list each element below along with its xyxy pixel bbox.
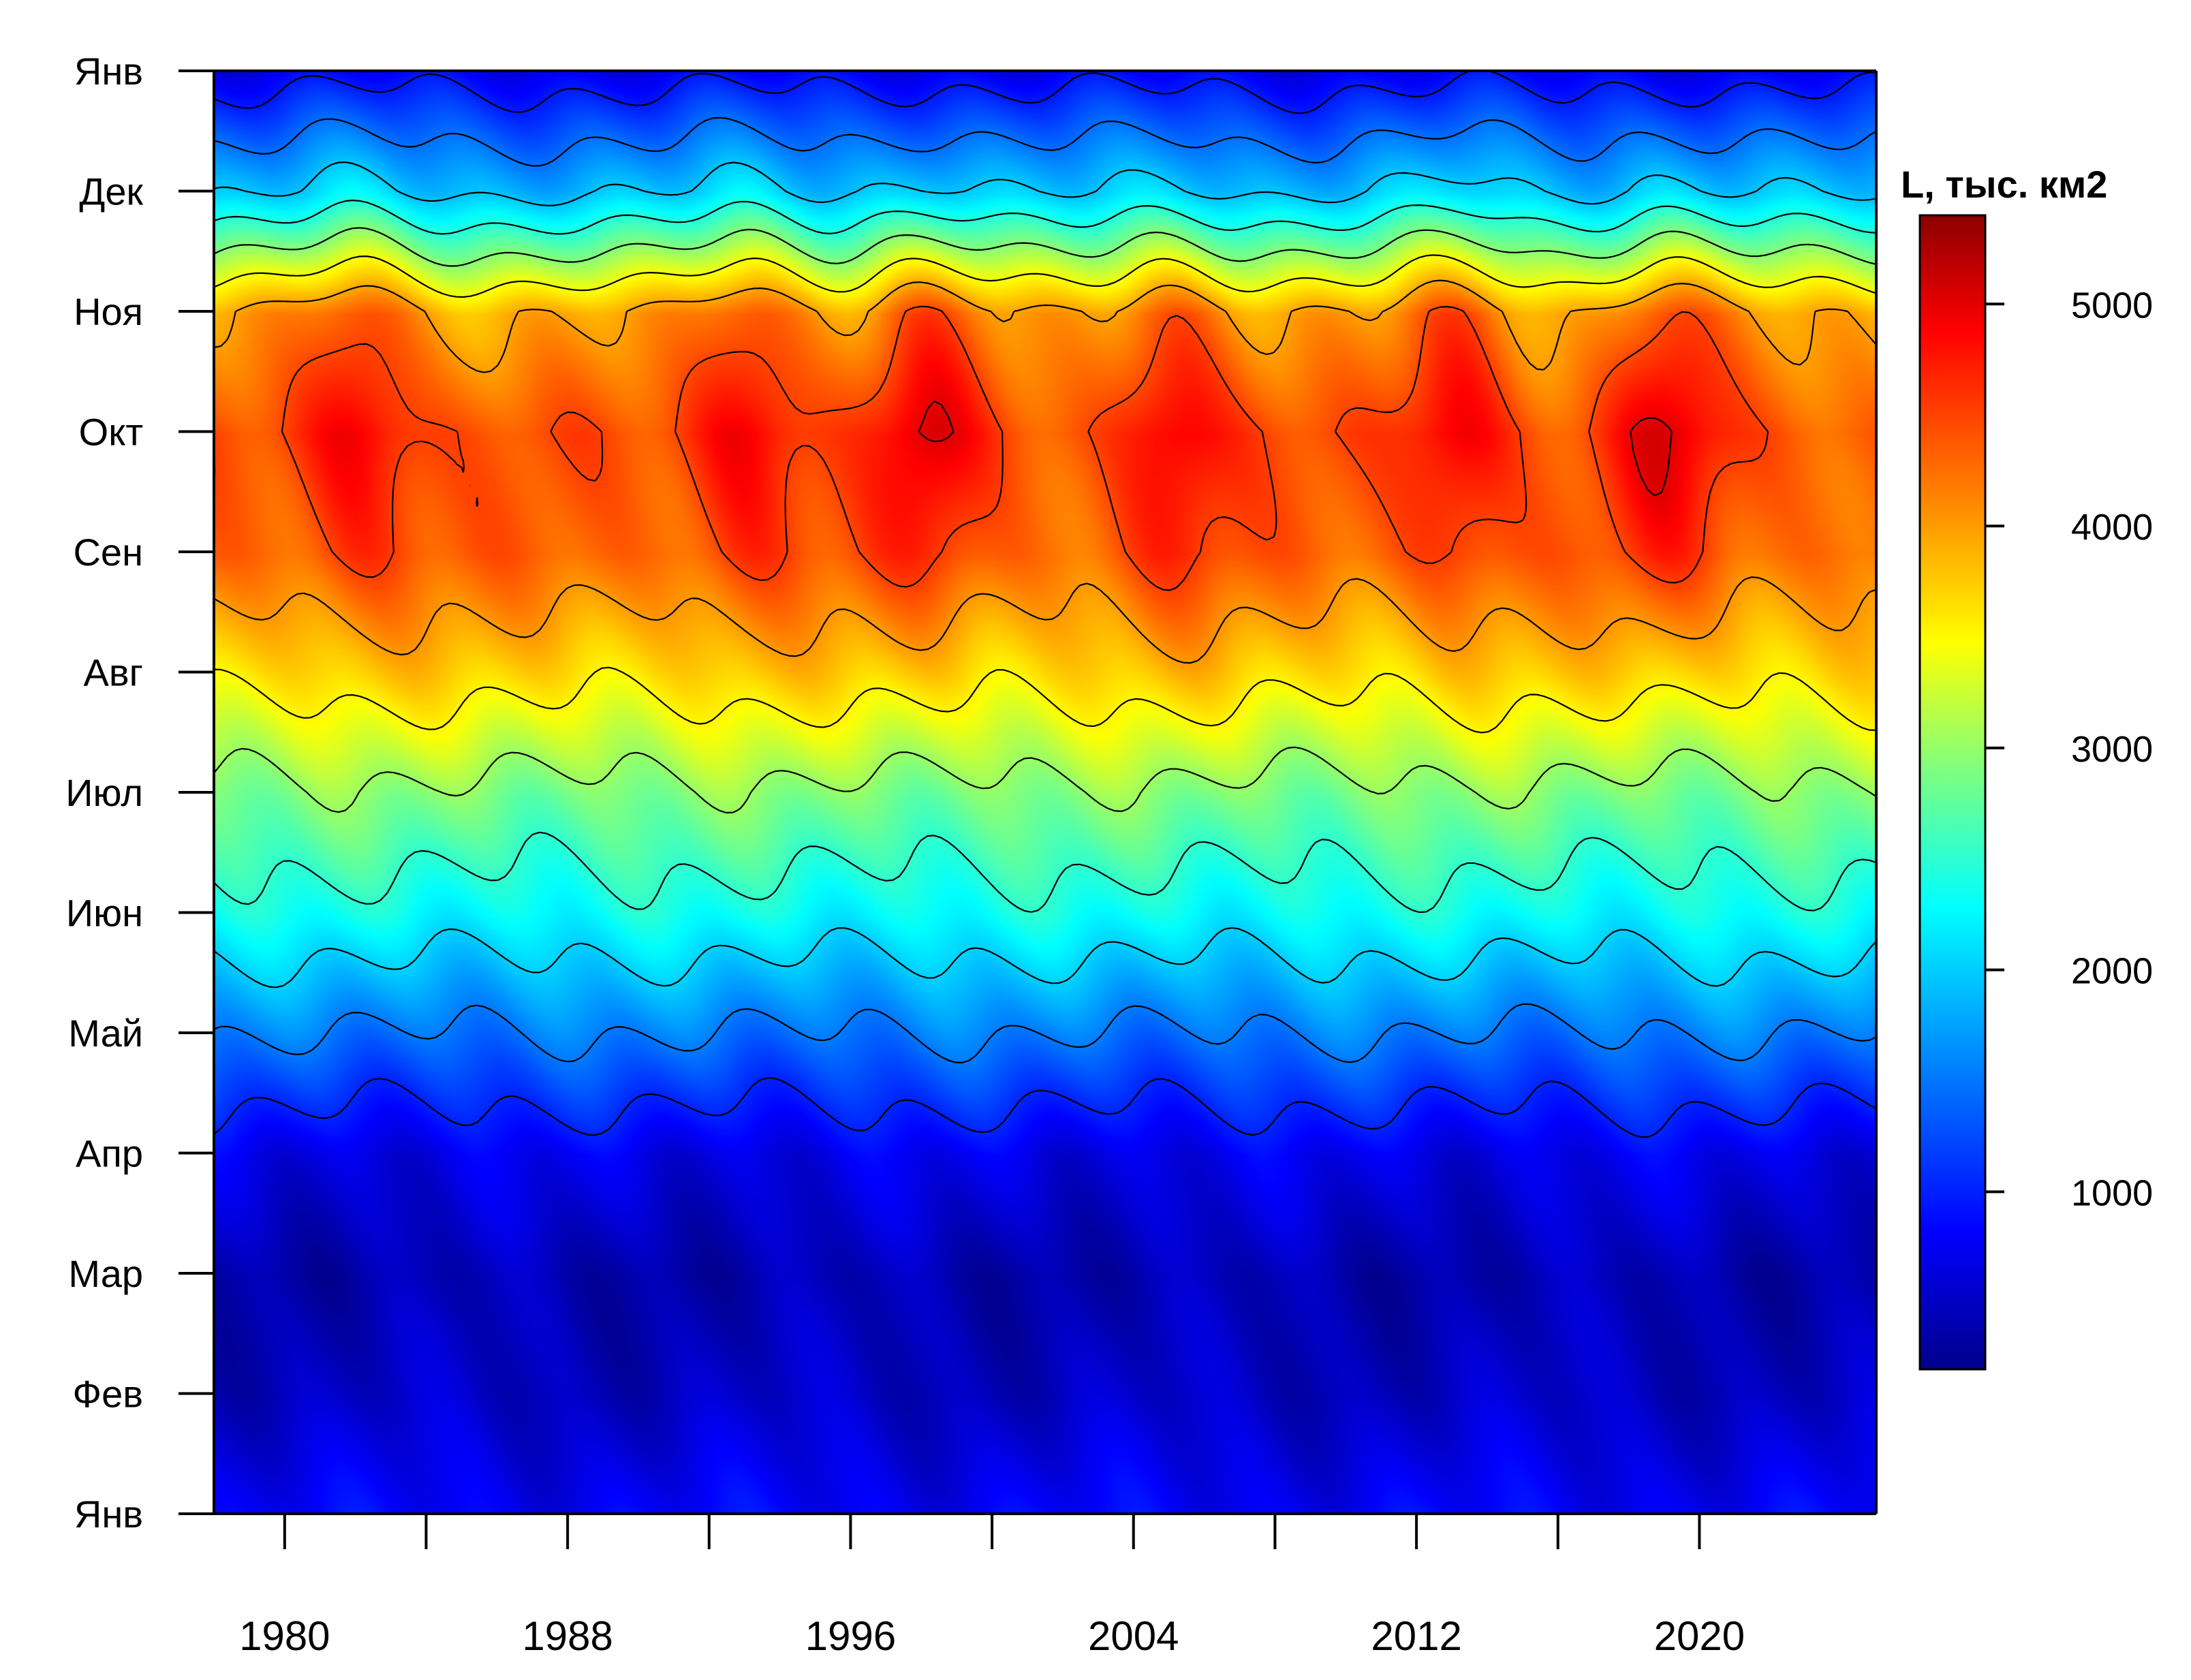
y-tick-label: Янв: [74, 50, 143, 93]
heatmap-field: [214, 71, 1876, 1514]
colorbar: L, тыс. км2 1000 2000 3000 4000 5000: [1901, 163, 2153, 1371]
y-tick-label: Сен: [73, 531, 143, 574]
y-tick-label: Июл: [65, 771, 143, 814]
contour-line: [214, 254, 1876, 734]
y-tick-label: Мар: [68, 1252, 143, 1295]
y-tick-label: Ноя: [74, 290, 143, 333]
y-tick-label: Апр: [76, 1132, 143, 1175]
colorbar-tick-label: 3000: [2071, 729, 2153, 770]
y-tick-label: Июн: [66, 892, 143, 935]
y-tick-label: Янв: [74, 1493, 143, 1536]
colorbar-gradient: [1918, 214, 1987, 1371]
contour-line: [214, 305, 1769, 591]
x-tick-label: 1988: [522, 1613, 612, 1659]
x-tick-label: 2004: [1088, 1613, 1179, 1659]
contour-line: [214, 71, 1876, 1138]
colorbar-tick-label: 5000: [2071, 285, 2153, 326]
x-tick-label: 1980: [239, 1613, 330, 1659]
y-axis: Янв Фев Мар Апр Май Июн Июл Авг Сен Окт Ноя Дек Янв: [65, 50, 214, 1536]
contour-lines: [214, 71, 1876, 1138]
y-tick-label: Фев: [73, 1373, 143, 1416]
x-tick-label: 2020: [1654, 1613, 1745, 1659]
colorbar-tick-label: 4000: [2071, 507, 2153, 548]
contour-line: [214, 116, 1876, 1063]
y-tick-label: Май: [68, 1012, 143, 1055]
contour-line: [214, 279, 1876, 664]
x-axis: 1980 1988 1996 2004 2012 2020: [239, 1514, 1745, 1659]
contour-line: [214, 200, 1876, 914]
x-tick-label: 2012: [1371, 1613, 1461, 1659]
x-tick-label: 1996: [805, 1613, 896, 1659]
contour-line: [214, 161, 1876, 989]
y-tick-label: Дек: [79, 170, 143, 213]
colorbar-tick-label: 1000: [2071, 1172, 2153, 1213]
y-tick-label: Авг: [83, 651, 143, 694]
colorbar-tick-label: 2000: [2071, 951, 2153, 992]
y-tick-label: Окт: [79, 411, 143, 454]
colorbar-title: L, тыс. км2: [1901, 163, 2107, 206]
contour-line: [214, 227, 1876, 814]
contour-line: [918, 401, 1673, 497]
colorbar-ticks: 1000 2000 3000 4000 5000: [1985, 285, 2153, 1213]
